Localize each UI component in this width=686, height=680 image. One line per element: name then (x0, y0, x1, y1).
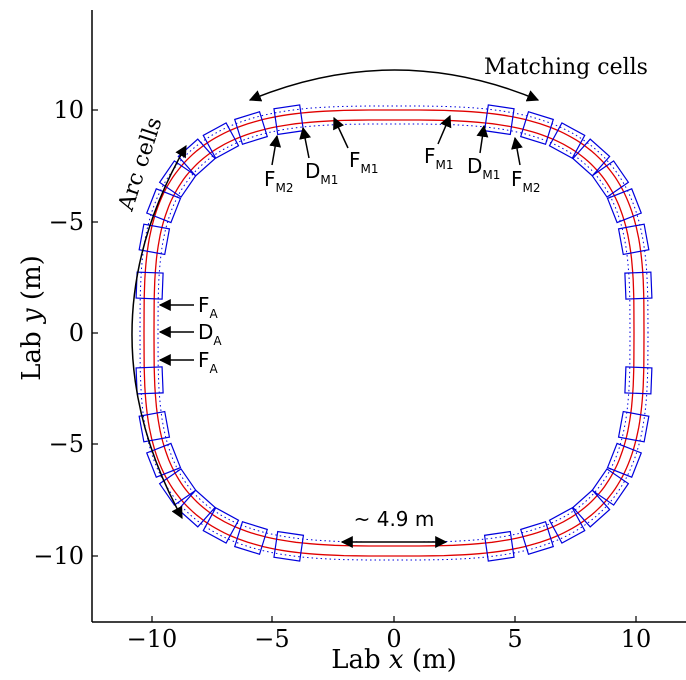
magnet (202, 122, 240, 160)
matching-cells-arrow (248, 69, 540, 102)
dm1-left-label: DM1 (305, 159, 338, 187)
magnet (606, 188, 643, 224)
x-tick-label: 0 (386, 625, 401, 653)
magnet (233, 110, 269, 146)
fm1-left-arrow (333, 116, 349, 149)
x-axis-label: Lab x (m) (331, 645, 457, 675)
magnet (624, 271, 653, 300)
dm1-right-arrow (476, 124, 489, 154)
y-tick-label: 0 (69, 319, 84, 347)
magnet (177, 489, 216, 528)
dm1-left-arrow (299, 126, 312, 159)
y-axis-label: Lab y (m) (17, 255, 47, 381)
magnet (519, 520, 555, 556)
magnet (572, 489, 611, 528)
fm2-right-label: FM2 (511, 167, 541, 195)
magnet (135, 271, 164, 300)
y-tick-label: −5 (49, 430, 84, 458)
magnet (177, 138, 216, 177)
matching-labels-left: FM2 DM1 FM1 (264, 116, 379, 195)
x-tick-label: 10 (621, 625, 652, 653)
magnet (273, 530, 305, 562)
arc-cells-arrow (131, 144, 187, 520)
magnet (548, 122, 586, 160)
magnet (233, 520, 269, 556)
magnet (617, 223, 650, 256)
magnet (624, 366, 653, 395)
fm1-right-arrow (437, 114, 452, 145)
magnet (591, 468, 630, 506)
x-tick-label: 5 (507, 625, 522, 653)
magnet (138, 223, 171, 256)
y-tick-label: −10 (33, 542, 84, 570)
matching-cells-label: Matching cells (484, 55, 648, 80)
y-tick-label: −5 (49, 208, 84, 236)
arc-magnet-labels: FA DA FA (158, 293, 222, 376)
magnet (548, 506, 586, 544)
magnet (591, 160, 630, 198)
x-tick-label: −10 (127, 625, 178, 653)
x-tick-label: −5 (254, 625, 289, 653)
fm1-left-label: FM1 (349, 148, 379, 176)
fm1-right-label: FM1 (424, 144, 454, 172)
inner-aperture-dotted (157, 123, 631, 543)
magnet (606, 442, 643, 478)
magnet (519, 110, 555, 146)
axes: −10 −5 0 5 10 10 −5 0 −5 −10 (33, 10, 686, 653)
magnet (572, 138, 611, 177)
da-label: DA (198, 320, 222, 348)
fa-top-label: FA (198, 293, 219, 321)
x-ticks: −10 −5 0 5 10 (127, 616, 652, 653)
magnet (483, 530, 515, 562)
ring-lattice (135, 104, 653, 562)
magnet (138, 410, 171, 443)
outer-aperture-dotted (139, 105, 649, 561)
matching-labels-right: FM1 DM1 FM2 (424, 114, 541, 195)
y-ticks: 10 −5 0 −5 −10 (33, 96, 98, 570)
fa-bottom-label: FA (198, 348, 219, 376)
magnet (617, 410, 650, 443)
fm2-left-arrow (269, 134, 282, 166)
straight-length-label: ~ 4.9 m (354, 507, 435, 531)
fm2-left-label: FM2 (264, 167, 294, 195)
magnet (483, 104, 515, 136)
dm1-right-label: DM1 (467, 154, 500, 182)
beam-orbit-inner (153, 119, 635, 547)
beam-orbit-outer (143, 109, 645, 557)
magnet (273, 104, 305, 136)
magnet (202, 506, 240, 544)
magnet (135, 366, 164, 395)
fm2-right-arrow (511, 136, 523, 166)
y-tick-label: 10 (53, 96, 84, 124)
